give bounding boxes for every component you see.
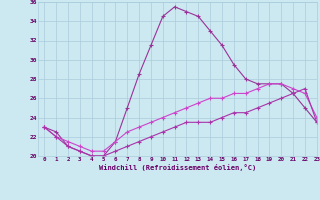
X-axis label: Windchill (Refroidissement éolien,°C): Windchill (Refroidissement éolien,°C)	[99, 164, 256, 171]
